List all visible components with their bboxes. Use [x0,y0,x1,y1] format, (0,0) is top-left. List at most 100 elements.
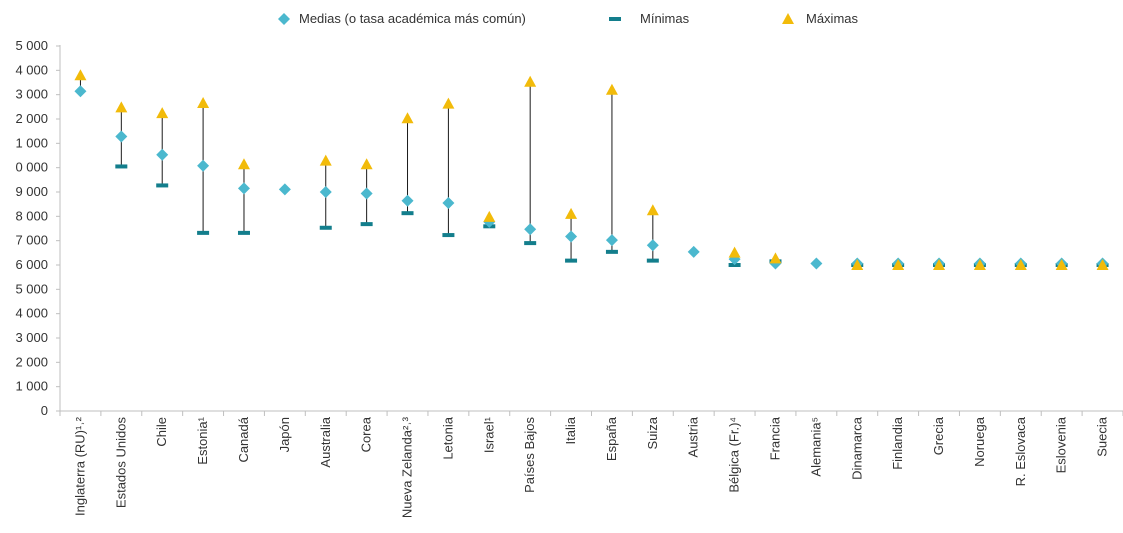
y-tick-label: 4 000 [15,62,48,77]
x-category-label: Alemania⁵ [808,417,823,477]
maximum-marker [197,96,210,108]
x-category-label: Estonia¹ [195,416,210,464]
x-category-label: Francia [767,416,782,460]
x-category-label: Austria [686,416,701,457]
maximum-marker [646,204,659,216]
maximum-marker [1055,259,1068,270]
y-tick-label: 0 000 [15,160,48,175]
y-tick-label: 5 000 [15,281,48,296]
maximum-marker [442,97,455,109]
legend: Medias (o tasa académica más común) Míni… [278,11,859,26]
mean-marker [810,257,823,270]
maximum-marker [401,112,414,124]
x-axis: Inglaterra (RU)¹˒² Estados Unidos Chile Est… [59,411,1123,518]
legend-marker-triangle [782,13,794,24]
mean-marker [605,234,618,247]
maximum-marker [851,259,864,270]
legend-marker-dash [609,17,621,21]
x-category-label: Suecia [1095,416,1110,457]
minimum-marker [156,183,169,188]
x-category-label: Israel¹ [481,416,496,453]
mean-marker [278,183,291,196]
minimum-marker [401,211,414,216]
maximum-marker [769,252,782,264]
maximum-marker [1096,259,1109,270]
mean-marker [360,187,373,200]
mean-marker [565,230,578,243]
x-category-label: Suiza [645,416,660,449]
y-axis: 0 1 000 2 000 3 000 4 000 5 000 6 000 7 000 8 00… [15,38,60,418]
y-tick-label: 6 000 [15,257,48,272]
x-category-label: Corea [359,416,374,452]
mean-marker [115,130,128,143]
x-category-label: Grecia [931,416,946,455]
legend-label-minimas: Mínimas [640,11,690,26]
maximum-marker [524,75,537,87]
y-tick-label: 1 000 [15,379,48,394]
maximum-marker [565,207,578,219]
x-category-label: Nueva Zelanda²˒³ [400,416,415,518]
minimum-marker [319,225,332,230]
x-category-label: Italia [563,416,578,444]
x-category-label: España [604,416,619,461]
maximum-marker [483,210,496,222]
y-tick-label: 8 000 [15,208,48,223]
maximum-marker [156,107,169,119]
minimum-marker [565,258,578,263]
maximum-marker [1014,259,1027,270]
x-category-label: Eslovenia [1054,416,1069,473]
mean-marker [197,159,210,172]
y-tick-label: 2 000 [15,111,48,126]
minimum-marker [237,230,250,235]
mean-marker [687,245,700,258]
x-category-label: Países Bajos [522,417,537,493]
minimum-marker [605,249,618,254]
maximum-marker [605,83,618,95]
maximum-marker [74,69,87,81]
maximum-marker [973,259,986,270]
maximum-marker [115,101,128,113]
legend-label-medias: Medias (o tasa académica más común) [299,11,526,26]
x-category-label: Japón [277,417,292,452]
y-tick-label: 3 000 [15,87,48,102]
minimum-marker [197,230,210,235]
maximum-marker [360,158,373,170]
maximum-marker [933,259,946,270]
mean-marker [237,182,250,195]
mean-marker [156,148,169,161]
mean-marker [74,85,87,98]
x-category-label: Bélgica (Fr.)⁴ [727,417,742,493]
x-category-label: Inglaterra (RU)¹˒² [72,416,87,516]
x-category-label: Dinamarca [849,416,864,480]
legend-label-maximas: Máximas [806,11,859,26]
mean-marker [524,223,537,236]
maximum-marker [319,154,332,166]
x-category-label: Letonia [440,416,455,459]
data-markers [74,69,1109,270]
maximum-marker [892,259,905,270]
y-tick-label: 7 000 [15,233,48,248]
y-tick-label: 3 000 [15,330,48,345]
x-category-label: Estados Unidos [113,417,128,509]
mean-marker [442,196,455,209]
x-category-label: Canadá [236,416,251,462]
x-category-label: Noruega [972,416,987,467]
mean-marker [646,239,659,252]
legend-marker-diamond [278,13,290,25]
range-lines [79,75,1104,265]
x-category-label: Finlandia [890,416,905,470]
y-tick-label: 4 000 [15,306,48,321]
x-category-label: Chile [154,417,169,447]
y-tick-label: 9 000 [15,184,48,199]
x-category-label: Australia [318,416,333,467]
minimum-marker [646,258,659,263]
y-tick-label: 5 000 [15,38,48,53]
minimum-marker [115,164,128,169]
x-category-label: R. Eslovaca [1013,416,1028,486]
mean-marker [401,194,414,207]
y-tick-label: 2 000 [15,354,48,369]
maximum-marker [728,246,741,258]
mean-marker [319,186,332,198]
y-tick-label: 1 000 [15,135,48,150]
minimum-marker [360,222,373,227]
